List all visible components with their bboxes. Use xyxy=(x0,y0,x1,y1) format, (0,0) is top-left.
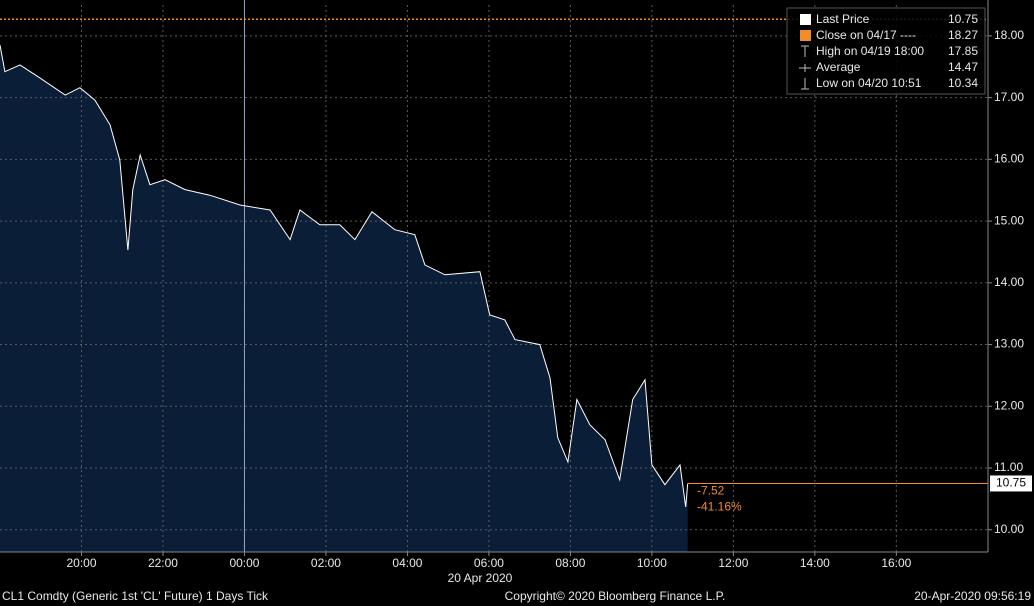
y-tick-label: 14.00 xyxy=(994,275,1024,289)
x-tick-label: 08:00 xyxy=(555,556,585,570)
x-tick-label: 00:00 xyxy=(229,556,259,570)
legend-value: 10.75 xyxy=(948,12,978,26)
footer-right: 20-Apr-2020 09:56:19 xyxy=(914,589,1031,603)
x-tick-label: 12:00 xyxy=(718,556,748,570)
legend-label: Average xyxy=(816,60,861,74)
legend: Last Price 10.75 Close on 04/17 ---- 18.27 H… xyxy=(786,7,986,95)
x-tick-label: 22:00 xyxy=(148,556,178,570)
x-tick-label: 02:00 xyxy=(311,556,341,570)
legend-box xyxy=(786,7,986,95)
y-tick-label: 12.00 xyxy=(994,398,1024,412)
x-sublabel: 20 Apr 2020 xyxy=(448,571,513,585)
y-tick-label: 11.00 xyxy=(994,460,1023,474)
footer-center: Copyright© 2020 Bloomberg Finance L.P. xyxy=(505,589,726,603)
change-annotation: -7.52 xyxy=(697,484,725,498)
legend-label: Last Price xyxy=(816,12,870,26)
last-price-tag xyxy=(990,475,1032,492)
y-tick-label: 10.00 xyxy=(994,522,1024,536)
x-tick-label: 04:00 xyxy=(392,556,422,570)
legend-icon xyxy=(800,30,811,41)
x-tick-label: 10:00 xyxy=(637,556,667,570)
legend-icon xyxy=(801,78,809,90)
legend-label: Close on 04/17 ---- xyxy=(816,28,916,42)
footer-left: CL1 Comdty (Generic 1st 'CL' Future) 1 D… xyxy=(2,589,269,603)
last-price-tag-label: 10.75 xyxy=(996,476,1026,490)
legend-icon xyxy=(799,64,811,72)
y-tick-label: 18.00 xyxy=(994,28,1024,42)
y-tick-label: 17.00 xyxy=(994,90,1024,104)
legend-value: 17.85 xyxy=(948,44,978,58)
y-tick-label: 16.00 xyxy=(994,152,1024,166)
x-tick-label: 16:00 xyxy=(881,556,911,570)
price-area xyxy=(0,45,688,552)
x-tick-label: 06:00 xyxy=(474,556,504,570)
legend-icon xyxy=(800,14,811,25)
y-tick-label: 15.00 xyxy=(994,213,1024,227)
plot-area xyxy=(0,0,988,552)
legend-value: 18.27 xyxy=(948,28,978,42)
x-tick-label: 14:00 xyxy=(800,556,830,570)
change-annotation: -41.16% xyxy=(697,500,742,514)
y-tick-label: 13.00 xyxy=(994,337,1024,351)
legend-value: 10.34 xyxy=(948,76,978,90)
legend-value: 14.47 xyxy=(948,60,978,74)
legend-icon xyxy=(801,45,809,57)
price-line xyxy=(0,45,689,507)
legend-label: Low on 04/20 10:51 xyxy=(816,76,922,90)
x-tick-label: 20:00 xyxy=(66,556,96,570)
legend-label: High on 04/19 18:00 xyxy=(816,44,924,58)
